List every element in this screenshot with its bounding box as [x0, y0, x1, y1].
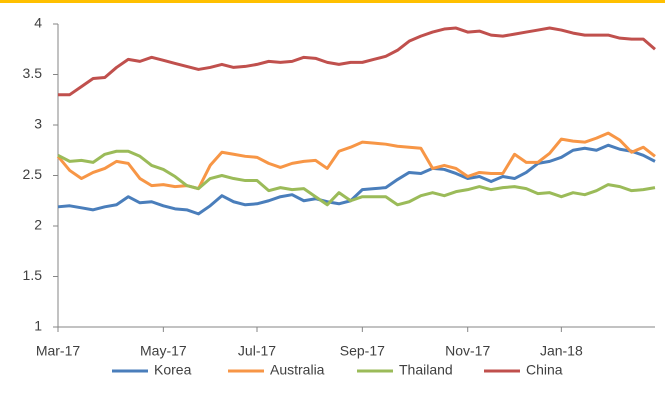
x-tick-label: May-17: [140, 343, 187, 359]
x-tick-label: Sep-17: [340, 343, 385, 359]
legend-label: Australia: [270, 362, 325, 378]
x-tick-label: Nov-17: [445, 343, 490, 359]
x-tick-label: Mar-17: [36, 343, 81, 359]
series-line: [57, 143, 656, 216]
series-line: [56, 131, 656, 191]
y-tick-label: 3: [34, 116, 42, 132]
y-tick-label: 4: [34, 15, 42, 31]
y-tick-label: 2.5: [23, 166, 43, 182]
y-tick-label: 1.5: [23, 267, 43, 283]
x-tick-label: Jul-17: [238, 343, 276, 359]
series-line: [57, 149, 656, 207]
x-tick-label: Jan-18: [540, 343, 583, 359]
y-tick-label: 3.5: [23, 65, 43, 81]
legend-label: Thailand: [399, 362, 453, 378]
series-line: [58, 26, 656, 97]
legend-label: China: [526, 362, 563, 378]
top-border: [0, 0, 665, 3]
y-tick-label: 1: [34, 318, 42, 334]
y-tick-label: 2: [34, 217, 42, 233]
legend-label: Korea: [154, 362, 192, 378]
